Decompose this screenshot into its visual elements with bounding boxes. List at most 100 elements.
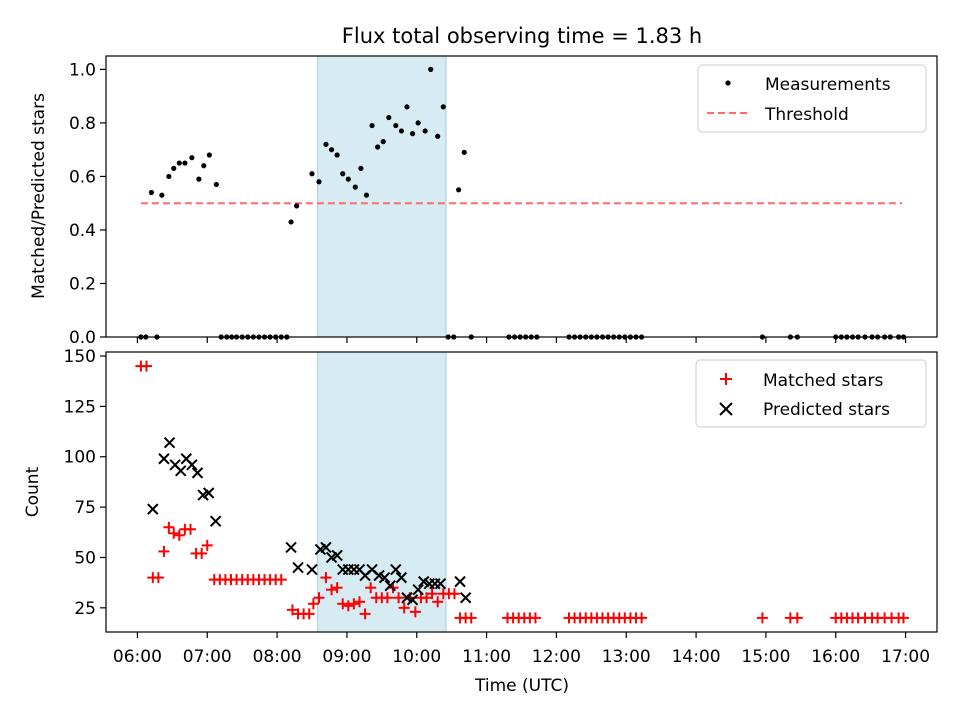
measurement-point <box>171 165 177 171</box>
x-tick-label: 12:00 <box>532 647 581 667</box>
matched-star-point <box>365 582 377 594</box>
bottom-y-axis-ticks: 25 50 75 100 125 150 <box>64 347 106 619</box>
matched-star-point <box>286 604 298 616</box>
x-stroke-b <box>353 563 366 576</box>
matched-star-point <box>353 596 365 608</box>
matched-star-point <box>409 606 421 618</box>
matched-star-point <box>168 527 180 539</box>
matched-legend-marker <box>720 373 732 385</box>
count-panel: 25 50 75 100 125 150 06:00 07:00 08:00 09:00 10:0… <box>23 347 938 696</box>
x-stroke-b <box>366 563 378 576</box>
bottom-legend: Matched stars Predicted stars <box>695 359 927 428</box>
x-stroke-b <box>331 549 343 562</box>
measurement-point <box>456 187 462 193</box>
measurement-point <box>380 139 386 145</box>
matched-star-point <box>448 588 460 600</box>
measurement-point <box>428 66 434 72</box>
bottom-y-axis-label: Count <box>23 466 43 517</box>
matched-star-point <box>426 588 438 600</box>
measurement-point <box>166 173 172 180</box>
bottom-plot-frame <box>105 351 938 633</box>
x-stroke-b <box>384 579 396 592</box>
matched-star-point <box>196 547 208 559</box>
x-tick-label: 14:00 <box>672 647 721 667</box>
predicted-star-point <box>202 487 215 499</box>
matched-star-point <box>529 612 541 624</box>
highlight-span <box>317 351 447 633</box>
matched-star-point <box>303 608 315 620</box>
x-stroke-b <box>459 592 472 604</box>
highlight-span <box>317 55 447 338</box>
x-stroke-b <box>320 541 332 554</box>
measurement-point <box>182 160 188 166</box>
matched-star-point <box>432 596 444 608</box>
x-tick-label: 15:00 <box>741 647 790 667</box>
x-stroke-b <box>412 583 424 596</box>
measurement-point <box>206 152 212 158</box>
top-y-axis-ticks: 0.0 0.2 0.4 0.6 0.8 1.0 <box>69 60 106 348</box>
matched-star-point <box>337 598 349 610</box>
matched-stars-series <box>135 360 909 624</box>
x-stroke-b <box>169 459 181 471</box>
y-tick-label: 125 <box>64 397 96 417</box>
measurement-point <box>435 133 441 139</box>
x-stroke-b <box>378 571 391 584</box>
measurement-point <box>352 184 358 190</box>
measurement-point <box>328 147 335 153</box>
observing-window-span-bottom <box>317 351 447 633</box>
top-x-axis-ticks <box>136 337 907 343</box>
matched-star-point <box>465 612 477 624</box>
bottom-legend-box <box>695 359 927 428</box>
matched-star-point <box>141 360 153 372</box>
top-plot-frame <box>105 55 938 338</box>
x-stroke-b <box>285 541 297 554</box>
predicted-star-point <box>175 465 187 477</box>
measurement-point <box>288 219 294 225</box>
measurement-point <box>316 179 322 185</box>
measurement-point <box>148 189 154 196</box>
threshold-legend-label: Threshold <box>764 105 849 125</box>
matched-star-point <box>184 523 196 535</box>
predicted-star-point <box>390 563 402 576</box>
measurement-point <box>375 144 381 150</box>
measurements-legend-marker <box>725 80 731 86</box>
y-tick-label: 75 <box>74 498 96 518</box>
x-stroke-b <box>163 436 176 449</box>
predicted-star-point <box>412 583 424 596</box>
matched-star-point <box>173 529 185 541</box>
x-axis-label: Time (UTC) <box>474 676 569 696</box>
matched-star-point <box>320 572 332 584</box>
predicted-star-point <box>378 571 391 584</box>
x-tick-label: 06:00 <box>113 647 162 667</box>
measurement-point <box>345 176 351 182</box>
matched-star-point <box>275 574 287 586</box>
predicted-star-point <box>320 541 332 554</box>
x-stroke-b <box>406 594 419 606</box>
y-tick-label: 50 <box>74 548 96 568</box>
predicted-star-point <box>209 515 222 527</box>
measurement-point <box>189 155 195 161</box>
measurement-point <box>323 141 329 147</box>
matched-star-point <box>421 592 433 604</box>
measurement-point <box>334 152 340 158</box>
predicted-star-point <box>285 541 297 554</box>
matched-star-point <box>342 600 354 612</box>
matched-star-point <box>331 582 343 594</box>
predicted-star-point <box>186 459 198 471</box>
matched-star-point <box>359 608 371 620</box>
x-tick-label: 16:00 <box>811 647 860 667</box>
y-tick-label: 0.6 <box>69 167 96 187</box>
measurement-point <box>196 176 202 182</box>
predicted-legend-label: Predicted stars <box>763 400 890 420</box>
matched-star-point <box>326 584 338 596</box>
predicted-star-point <box>384 579 396 592</box>
measurement-point <box>461 149 467 155</box>
predicted-star-point <box>158 453 170 465</box>
x-stroke-b <box>191 467 204 479</box>
x-stroke-b <box>186 459 198 471</box>
measurements-legend-label: Measurements <box>765 75 891 95</box>
matched-star-point <box>313 592 325 604</box>
measurement-point <box>176 160 182 166</box>
measurement-point <box>369 122 375 129</box>
x-tick-label: 07:00 <box>183 647 232 667</box>
